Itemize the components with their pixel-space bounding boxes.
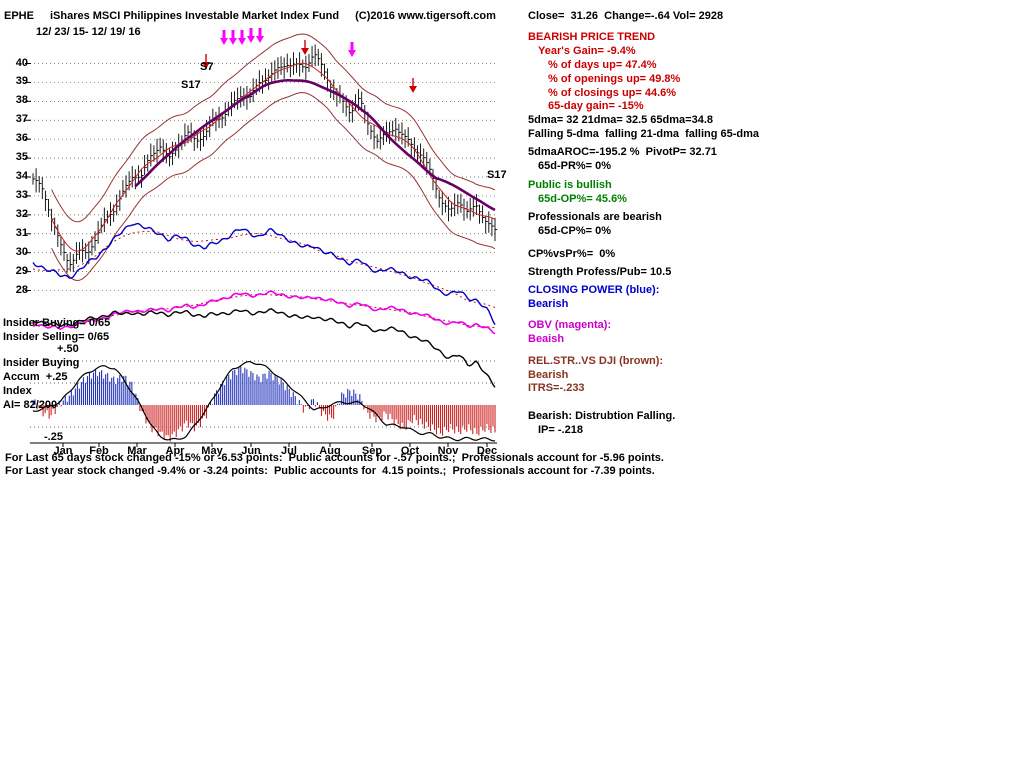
month-label: Nov [437, 445, 459, 457]
right-panel-line: ITRS=-.233 [528, 382, 585, 394]
s-annotation: S7 [200, 61, 214, 73]
overlay-label: -.25 [44, 431, 63, 443]
right-panel-line: Year's Gain= -9.4% [538, 45, 636, 57]
month-label: Sep [361, 445, 383, 457]
month-label: Dec [476, 445, 498, 457]
overlay-label: AI= 82/200 [3, 399, 58, 411]
price-tick-label: 31 [15, 226, 28, 239]
price-tick-label: 34 [15, 170, 28, 183]
overlay-label: Insider Selling= 0/65 [3, 331, 110, 343]
price-tick-label: 40 [15, 56, 28, 69]
overlay-label: Insider Buying= 0/65 [3, 317, 111, 329]
right-panel-line: CP%vsPr%= 0% [528, 248, 616, 260]
price-tick-label: 39 [15, 75, 28, 88]
price-tick-label: 28 [15, 283, 28, 296]
right-panel-line: 5dma= 32 21dma= 32.5 65dma=34.8 [528, 114, 713, 126]
right-panel-line: Bearish: Distrubtion Falling. [528, 410, 676, 422]
right-panel-line: 65d-OP%= 45.6% [538, 193, 627, 205]
price-tick-label: 33 [15, 188, 28, 201]
overlay-label: Accum +.25 [3, 371, 68, 383]
month-label: Oct [400, 445, 420, 457]
price-tick-label: 32 [15, 207, 28, 220]
chart-title: iShares MSCI Philippines Investable Mark… [49, 10, 340, 22]
price-tick-label: 35 [15, 151, 28, 164]
month-label: Jan [53, 445, 73, 457]
s-annotation: S17 [181, 79, 201, 91]
right-panel-line: OBV (magenta): [528, 319, 612, 331]
right-panel-line: Bearish [528, 298, 569, 310]
right-panel-line: % of closings up= 44.6% [548, 87, 677, 99]
month-label: Feb [89, 445, 109, 457]
price-tick-label: 29 [15, 264, 28, 277]
right-panel-line: 5dmaAROC=-195.2 % PivotP= 32.71 [528, 146, 717, 158]
overlay-label: +.50 [57, 343, 79, 355]
month-label: May [201, 445, 223, 457]
right-panel-line: 65d-PR%= 0% [538, 160, 612, 172]
overlay-label: Insider Buying [3, 357, 80, 369]
right-panel-line: REL.STR..VS DJI (brown): [528, 355, 664, 367]
right-panel-line: Falling 5-dma falling 21-dma falling 65-… [528, 128, 760, 140]
right-panel-line: 65-day gain= -15% [548, 100, 644, 112]
right-panel-line: Strength Profess/Pub= 10.5 [528, 266, 672, 278]
right-panel-line: Beaish [528, 333, 565, 345]
date-range: 12/ 23/ 15- 12/ 19/ 16 [36, 26, 141, 38]
right-panel-line: Bearish [528, 369, 569, 381]
s-annotation: S17 [487, 169, 507, 181]
overlay-label: Index [3, 385, 32, 397]
price-tick-label: 37 [15, 113, 28, 126]
right-panel-line: % of days up= 47.4% [548, 59, 657, 71]
month-label: Mar [127, 445, 147, 457]
month-label: Aug [319, 445, 341, 457]
header-line: EPHE iShares MSCI Philippines Investable … [4, 10, 512, 22]
footer-line: For Last year stock changed -9.4% or -3.… [5, 465, 655, 477]
footer-line: For Last 65 days stock changed -15% or -… [5, 452, 664, 464]
right-panel-line: Public is bullish [528, 179, 612, 191]
copyright-text: (C)2016 www.tigersoft.com [355, 10, 496, 22]
right-panel-line: Professionals are bearish [528, 211, 662, 223]
price-tick-label: 38 [15, 94, 28, 107]
right-panel-line: 65d-CP%= 0% [538, 225, 612, 237]
ticker-symbol: EPHE [4, 10, 34, 22]
month-label: Jul [281, 445, 297, 457]
right-panel-line: % of openings up= 49.8% [548, 73, 681, 85]
close-info: Close= 31.26 Change=-.64 Vol= 2928 [528, 10, 724, 22]
month-label: Jun [241, 445, 261, 457]
month-label: Apr [165, 445, 185, 457]
right-panel-line: BEARISH PRICE TREND [528, 31, 656, 43]
price-tick-label: 36 [15, 132, 28, 145]
right-panel-line: IP= -.218 [538, 424, 583, 436]
right-panel-line: CLOSING POWER (blue): [528, 284, 660, 296]
price-tick-label: 30 [15, 245, 28, 258]
